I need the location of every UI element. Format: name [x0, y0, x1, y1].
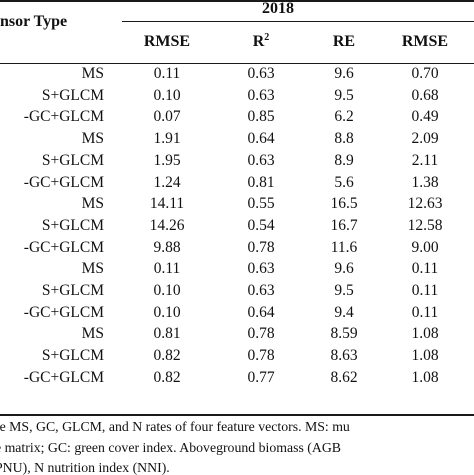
- value-cell: 0.11: [153, 65, 181, 82]
- value-cell: 0.49: [411, 108, 439, 126]
- value-cell: 0.68: [411, 86, 439, 104]
- value-cell: 11.6: [330, 238, 358, 256]
- sensor-type-cell: MS: [81, 325, 104, 343]
- value-cell: 1.24: [153, 173, 181, 191]
- sensor-type-cell: S+GLCM: [41, 86, 104, 104]
- value-cell: 0.10: [153, 86, 181, 104]
- sensor-type-cell: S+GLCM: [41, 216, 104, 234]
- header-year: 2018: [262, 0, 294, 17]
- value-cell: 0.11: [153, 260, 181, 278]
- value-cell: 14.26: [149, 216, 185, 234]
- value-cell: 0.11: [411, 260, 439, 278]
- value-cell: 9.88: [153, 238, 181, 256]
- bottom-rule: [0, 414, 474, 416]
- value-cell: 8.59: [330, 325, 358, 343]
- caption-line: PNU), N nutrition index (NNI).: [0, 460, 170, 475]
- value-cell: 0.85: [247, 108, 275, 126]
- value-cell: 0.78: [247, 347, 275, 365]
- value-cell: 6.2: [334, 108, 354, 126]
- value-cell: 0.64: [247, 303, 275, 321]
- value-cell: 0.70: [411, 65, 439, 82]
- sensor-type-cell: MS: [81, 65, 104, 82]
- value-cell: 9.5: [334, 86, 354, 104]
- value-cell: 14.11: [149, 195, 185, 213]
- value-cell: 12.63: [407, 195, 443, 213]
- top-rule: [0, 0, 474, 2]
- value-cell: 9.6: [334, 65, 354, 82]
- sensor-type-cell: -GC+GLCM: [23, 303, 104, 321]
- value-cell: 9.00: [411, 238, 439, 256]
- value-cell: 0.11: [411, 303, 439, 321]
- value-cell: 0.63: [247, 65, 275, 82]
- value-cell: 16.7: [330, 216, 358, 234]
- value-cell: 2.11: [411, 151, 439, 169]
- value-cell: 1.08: [411, 368, 439, 386]
- value-cell: 8.62: [330, 368, 358, 386]
- sensor-type-cell: -GC+GLCM: [23, 173, 104, 191]
- value-cell: 0.54: [247, 216, 275, 234]
- value-cell: 0.63: [247, 260, 275, 278]
- value-cell: 0.78: [247, 238, 275, 256]
- column-header: RE: [332, 33, 356, 50]
- sensor-type-cell: S+GLCM: [41, 151, 104, 169]
- value-cell: 0.07: [153, 108, 181, 126]
- value-cell: 1.91: [153, 130, 181, 148]
- value-cell: 0.64: [247, 130, 275, 148]
- value-cell: 0.10: [153, 282, 181, 299]
- value-cell: 1.08: [411, 325, 439, 343]
- column-header: R2: [252, 32, 270, 50]
- value-cell: 0.63: [247, 282, 275, 299]
- header-rule: [0, 63, 474, 64]
- sensor-type-cell: S+GLCM: [41, 347, 104, 365]
- value-cell: 0.63: [247, 151, 275, 169]
- value-cell: 0.55: [247, 195, 275, 213]
- value-cell: 9.6: [334, 260, 354, 278]
- sensor-type-cell: MS: [81, 260, 104, 278]
- header-sensor-type: nsor Type: [0, 13, 68, 30]
- value-cell: 0.77: [247, 368, 275, 386]
- column-header: RMSE: [143, 33, 191, 50]
- value-cell: 0.82: [153, 347, 181, 365]
- value-cell: 0.10: [153, 303, 181, 321]
- caption-line: re MS, GC, GLCM, and N rates of four fea…: [0, 419, 350, 434]
- value-cell: 16.5: [330, 195, 358, 213]
- value-cell: 0.11: [411, 282, 439, 299]
- sensor-type-cell: -GC+GLCM: [23, 108, 104, 126]
- value-cell: 8.63: [330, 347, 358, 365]
- value-cell: 0.81: [247, 173, 275, 191]
- value-cell: 1.08: [411, 347, 439, 365]
- caption-line: e matrix; GC: green cover index. Abovegr…: [0, 439, 341, 455]
- value-cell: 0.78: [247, 325, 275, 343]
- column-header: RMSE: [401, 33, 449, 50]
- sensor-type-cell: S+GLCM: [41, 282, 104, 299]
- value-cell: 8.8: [334, 130, 354, 148]
- value-cell: 5.6: [334, 173, 354, 191]
- sensor-type-cell: -GC+GLCM: [23, 238, 104, 256]
- value-cell: 2.09: [411, 130, 439, 148]
- value-cell: 9.5: [334, 282, 354, 299]
- value-cell: 0.63: [247, 86, 275, 104]
- sensor-type-cell: -GC+GLCM: [23, 368, 104, 386]
- value-cell: 1.95: [153, 151, 181, 169]
- value-cell: 1.38: [411, 173, 439, 191]
- sensor-type-cell: MS: [81, 130, 104, 148]
- value-cell: 0.82: [153, 368, 181, 386]
- value-cell: 8.9: [334, 151, 354, 169]
- value-cell: 0.81: [153, 325, 181, 343]
- value-cell: 12.58: [407, 216, 443, 234]
- value-cell: 9.4: [334, 303, 354, 321]
- year-underline: [122, 21, 474, 22]
- sensor-type-cell: MS: [81, 195, 104, 213]
